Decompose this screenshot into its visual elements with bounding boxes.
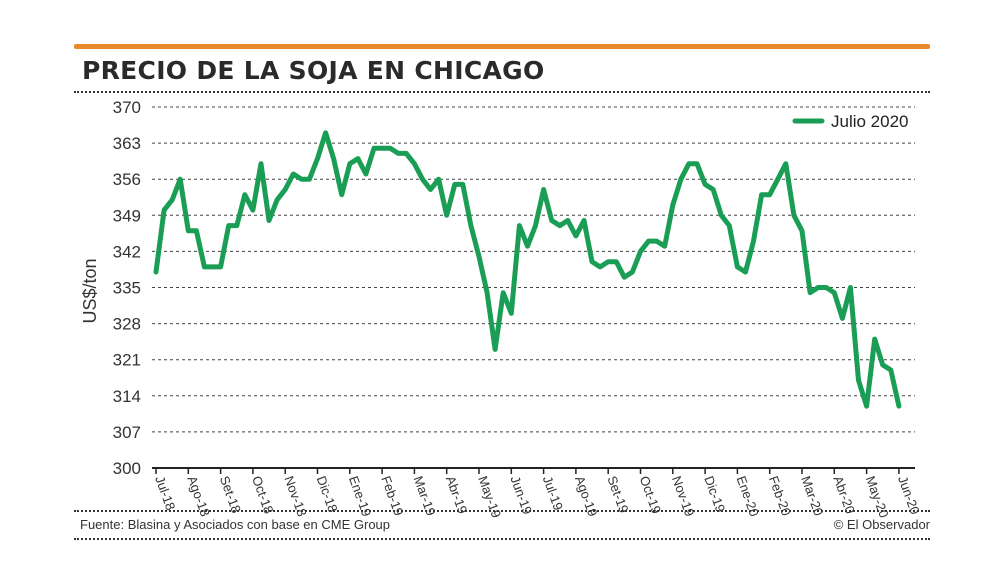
top-accent-rule	[74, 44, 930, 49]
legend: Julio 2020	[792, 112, 909, 131]
y-tick-label: 349	[113, 206, 141, 225]
grid	[152, 106, 915, 433]
y-tick-label: 363	[113, 134, 141, 153]
footer-divider	[74, 510, 930, 512]
x-tick-label: May-20	[863, 474, 892, 520]
credit: © El Observador	[833, 517, 930, 532]
y-tick-label: 314	[113, 387, 141, 406]
x-tick-label: May-19	[475, 474, 504, 520]
y-tick-label: 300	[113, 459, 141, 478]
x-tick-label: Jul-18	[152, 474, 178, 512]
y-tick-label: 335	[113, 279, 141, 298]
x-tick-label: Set-18	[217, 474, 244, 515]
y-tick-label: 321	[113, 351, 141, 370]
series-layer	[0, 130, 902, 438]
x-tick-label: Set-19	[604, 474, 631, 515]
y-tick-label: 370	[113, 98, 141, 117]
legend-label: Julio 2020	[831, 112, 909, 131]
y-axis: 300 307 314 321 328 335 342 349 356 363 370	[113, 98, 141, 478]
chart-title: PRECIO DE LA SOJA EN CHICAGO	[82, 56, 545, 85]
x-tick-label: Jul-19	[540, 474, 566, 512]
x-axis: Jul-18 Ago-18 Set-18 Oct-18 Nov-18 Dic-18 Ene-…	[152, 467, 923, 520]
title-divider	[74, 91, 930, 93]
y-tick-label: 342	[113, 242, 141, 261]
x-tick-label: Dic-19	[701, 474, 728, 514]
y-tick-label: 307	[113, 423, 141, 442]
y-tick-label: 328	[113, 315, 141, 334]
y-tick-label: 356	[113, 170, 141, 189]
series-line	[153, 130, 902, 409]
source-note: Fuente: Blasina y Asociados con base en …	[80, 517, 391, 532]
bottom-divider	[74, 538, 930, 540]
x-tick-label: Dic-18	[314, 474, 341, 514]
y-axis-label: US$/ton	[80, 258, 100, 323]
